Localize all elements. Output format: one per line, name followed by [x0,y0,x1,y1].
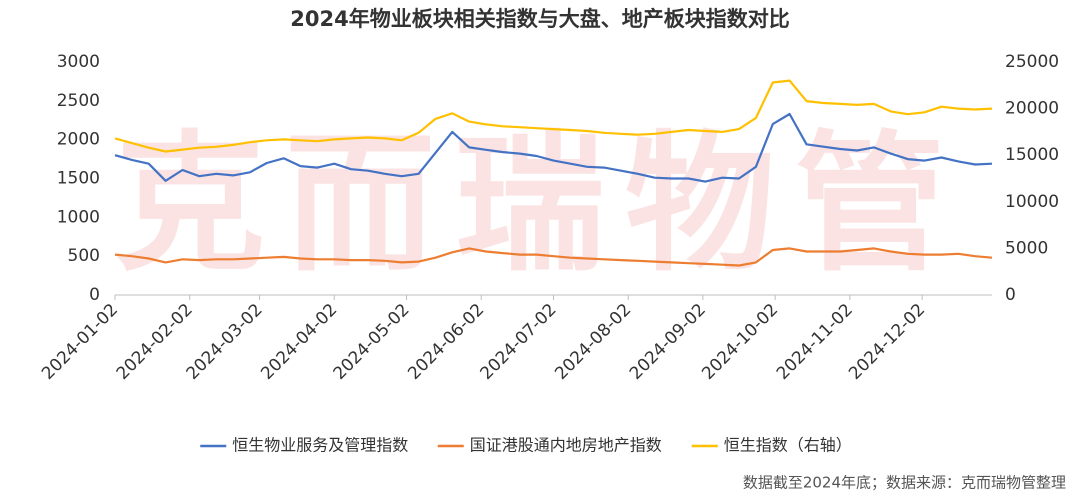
x-tick-label: 2024-12-02 [845,300,929,384]
y-tick-label: 1000 [57,207,100,227]
y2-tick-label: 5000 [1005,238,1048,258]
legend-label: 恒生物业服务及管理指数 [232,436,408,455]
x-tick-label: 2024-01-02 [38,300,122,384]
y-tick-label: 2000 [57,130,100,150]
x-tick-label: 2024-04-02 [257,300,341,384]
x-tick-label: 2024-11-02 [773,300,857,384]
y2-tick-label: 0 [1005,285,1016,305]
y2-tick-label: 20000 [1005,99,1059,119]
x-tick-label: 2024-06-02 [404,300,488,384]
series-line [114,79,993,153]
y2-tick-label: 15000 [1005,145,1059,165]
x-tick-label: 2024-09-02 [626,300,710,384]
chart-title: 2024年物业板块相关指数与大盘、地产板块指数对比 [290,7,789,31]
x-tick-label: 2024-07-02 [477,300,561,384]
x-tick-label: 2024-10-02 [698,300,782,384]
y-tick-label: 1500 [57,169,100,189]
y-tick-label: 2500 [57,91,100,111]
y-tick-label: 3000 [57,52,100,72]
x-tick-label: 2024-08-02 [551,300,635,384]
y-tick-label: 500 [68,246,100,266]
y2-tick-label: 10000 [1005,192,1059,212]
source-note: 数据截至2024年底；数据来源：克而瑞物管整理 [743,474,1066,492]
x-tick-label: 2024-05-02 [330,300,414,384]
series-line [114,112,993,183]
watermark: 克而瑞物管 [115,118,965,292]
series-line [114,247,993,267]
y2-tick-label: 25000 [1005,52,1059,72]
y-tick-label: 0 [89,285,100,305]
legend-label: 恒生指数（右轴） [724,436,852,455]
legend-label: 国证港股通内地房地产指数 [470,436,662,455]
